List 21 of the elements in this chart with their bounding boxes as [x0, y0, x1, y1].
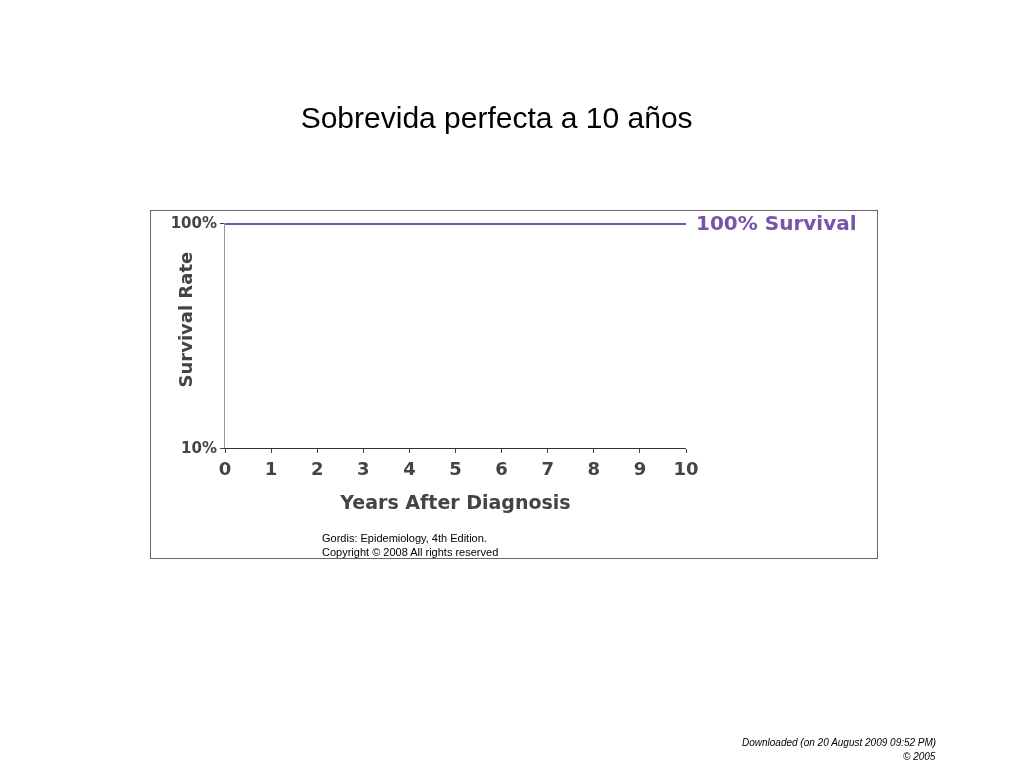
x-tick-label: 5: [449, 457, 462, 479]
x-tick-label: 9: [633, 457, 647, 479]
x-tick-label: 10: [673, 457, 699, 479]
x-tick-label: 2: [310, 457, 324, 479]
series-label: 100% Survival: [696, 211, 857, 235]
y-tick-label: 10%: [181, 439, 217, 458]
text: © 2005: [903, 751, 936, 762]
y-axis-title: Survival Rate: [174, 251, 196, 388]
x-tick-label: 8: [587, 457, 601, 479]
x-tick-label: 0: [218, 457, 232, 479]
text: Downloaded (on 20 August 2009 09:52 PM): [742, 737, 937, 748]
x-tick-label: 4: [403, 457, 416, 479]
x-tick-label: 7: [541, 457, 554, 479]
x-axis-title: Years After Diagnosis: [339, 491, 571, 514]
text: Copyright © 2008 All rights reserved: [322, 546, 499, 558]
x-tick-label: 6: [495, 457, 508, 479]
x-tick-label: 3: [357, 457, 370, 479]
y-tick-label: 100%: [170, 214, 217, 233]
x-tick-label: 1: [264, 457, 278, 479]
chart-title: Sobrevida perfecta a 10 años: [300, 100, 693, 134]
text: Gordis: Epidemiology, 4th Edition.: [322, 532, 487, 544]
